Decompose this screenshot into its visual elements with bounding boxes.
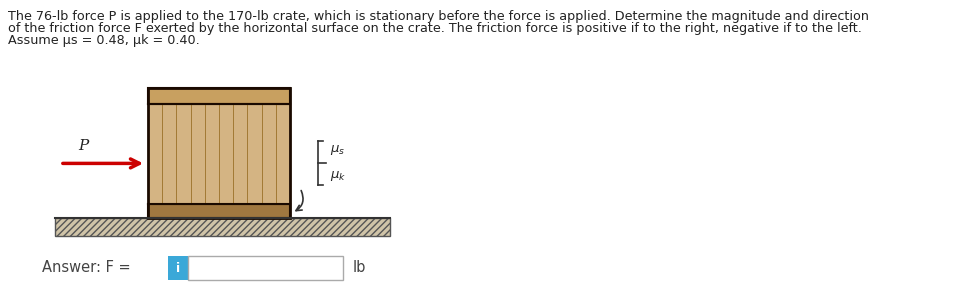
- Text: lb: lb: [353, 260, 367, 276]
- Bar: [148, 104, 290, 204]
- Text: $\mu_k$: $\mu_k$: [330, 169, 346, 184]
- Bar: [148, 88, 290, 104]
- Text: of the friction force F exerted by the horizontal surface on the crate. The fric: of the friction force F exerted by the h…: [8, 22, 862, 35]
- Bar: [168, 256, 188, 280]
- Bar: [188, 256, 343, 280]
- Text: Assume μs = 0.48, μk = 0.40.: Assume μs = 0.48, μk = 0.40.: [8, 34, 200, 47]
- Bar: [55, 218, 390, 236]
- Text: i: i: [176, 261, 180, 274]
- Text: $\mu_s$: $\mu_s$: [330, 143, 345, 157]
- Text: P: P: [78, 139, 88, 153]
- Text: Answer: F =: Answer: F =: [42, 260, 130, 276]
- Bar: [148, 88, 290, 218]
- Text: The 76-lb force P is applied to the 170-lb crate, which is stationary before the: The 76-lb force P is applied to the 170-…: [8, 10, 869, 23]
- Bar: [148, 204, 290, 218]
